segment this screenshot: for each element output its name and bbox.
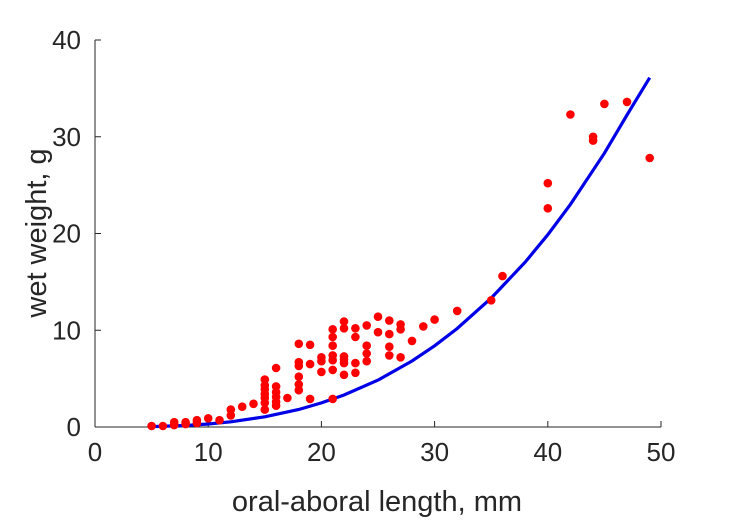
data-point (351, 332, 360, 342)
data-point (305, 359, 315, 369)
data-point (328, 332, 338, 342)
data-point (600, 99, 609, 109)
data-point (260, 405, 270, 414)
data-point (498, 271, 507, 281)
data-point (385, 329, 394, 339)
data-point (260, 375, 270, 384)
y-tick-label: 40 (52, 25, 81, 55)
data-point (396, 320, 405, 329)
axes (94, 39, 662, 428)
data-point (328, 341, 338, 351)
data-point (237, 402, 247, 412)
data-point (566, 110, 575, 119)
data-point (147, 421, 156, 431)
data-point (249, 399, 258, 409)
data-point (328, 365, 338, 375)
data-point (588, 132, 598, 142)
data-point (373, 327, 383, 337)
data-point (407, 336, 417, 346)
data-point (362, 356, 372, 366)
data-point (294, 372, 304, 382)
data-point (362, 341, 372, 351)
data-point (419, 322, 428, 331)
data-point (305, 340, 315, 350)
data-point (328, 394, 338, 404)
data-point (385, 316, 394, 325)
data-point (396, 353, 405, 362)
x-tick-label: 40 (533, 437, 562, 467)
data-point (283, 393, 292, 403)
y-tick-label: 10 (52, 315, 81, 345)
x-tick-label: 20 (307, 437, 336, 467)
data-point (294, 380, 304, 389)
data-point (339, 324, 349, 333)
data-point (362, 349, 372, 358)
x-tick-label: 30 (420, 437, 449, 467)
x-axis-label: oral-aboral length, mm (232, 486, 522, 518)
x-tick-label: 0 (88, 437, 102, 467)
data-point (351, 324, 360, 333)
y-tick-label: 20 (52, 219, 81, 249)
x-tick-label: 10 (194, 437, 223, 467)
data-point (169, 417, 179, 427)
y-tick-label: 30 (52, 122, 81, 152)
x-tick-label: 50 (647, 437, 676, 467)
data-point (271, 382, 281, 391)
data-point (385, 351, 394, 360)
data-point (203, 414, 213, 423)
data-point (226, 405, 236, 414)
data-point (158, 421, 168, 431)
data-point (362, 321, 372, 330)
data-point (328, 351, 338, 360)
data-point (351, 358, 360, 368)
data-point (339, 352, 349, 361)
y-tick-label: 0 (67, 412, 81, 442)
data-point (339, 370, 349, 380)
data-point (430, 315, 439, 324)
data-point (373, 312, 383, 322)
data-point (181, 417, 190, 427)
data-point (486, 296, 496, 305)
data-point (215, 415, 224, 425)
fit-curve (151, 76, 652, 429)
data-point (452, 306, 462, 316)
data-point (385, 342, 394, 352)
data-point (351, 368, 360, 378)
tick-labels: 0 10 20 30 40 50 0 10 20 30 40 (52, 25, 675, 467)
data-point (305, 394, 315, 404)
data-point (271, 363, 281, 373)
data-point (317, 353, 326, 362)
data-point (294, 339, 304, 349)
data-points (147, 97, 654, 431)
data-point (543, 178, 553, 188)
data-point (339, 317, 349, 326)
data-point (317, 367, 326, 377)
data-point (622, 97, 632, 107)
y-axis-label: wet weight, g (21, 148, 53, 318)
data-point (192, 415, 202, 425)
data-point (543, 204, 553, 213)
data-point (294, 357, 304, 367)
data-point (645, 153, 654, 163)
data-point (328, 325, 338, 334)
